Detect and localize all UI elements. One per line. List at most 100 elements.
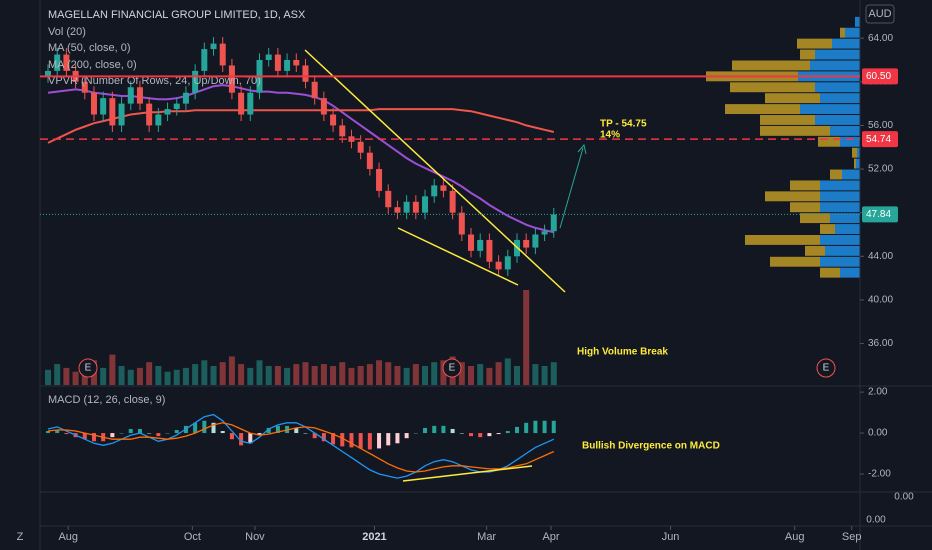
- candle-body: [127, 87, 134, 104]
- event-label[interactable]: E: [823, 363, 830, 374]
- chart-title: MAGELLAN FINANCIAL GROUP LIMITED, 1D, AS…: [48, 9, 306, 21]
- profile-down: [725, 104, 800, 115]
- profile-up: [857, 147, 860, 158]
- currency[interactable]: AUD: [868, 8, 891, 20]
- candle-body: [311, 81, 318, 99]
- volume-bar: [265, 366, 272, 385]
- toolbar-button[interactable]: Z: [17, 531, 24, 543]
- candle-body: [422, 196, 429, 213]
- macd-histogram: [487, 433, 492, 437]
- macd-histogram: [91, 433, 96, 442]
- candle-body: [403, 201, 410, 213]
- profile-up: [820, 93, 860, 104]
- profile-up: [840, 267, 860, 278]
- macd-histogram: [524, 422, 529, 434]
- x-tick-label: Nov: [245, 531, 265, 543]
- volume-bar: [63, 367, 70, 385]
- trendline: [402, 465, 533, 482]
- candle-body: [394, 207, 401, 213]
- signal-line: [47, 422, 555, 473]
- y-tick-label: 40.00: [868, 295, 893, 306]
- event-marker[interactable]: [78, 358, 98, 378]
- profile-down: [852, 147, 857, 158]
- candle-body: [219, 43, 226, 66]
- candle-body: [440, 185, 447, 191]
- candle-body: [468, 234, 475, 251]
- candle-body: [54, 54, 61, 71]
- price-label: 60.50: [866, 71, 891, 82]
- macd-histogram: [496, 433, 501, 435]
- event-label[interactable]: E: [85, 363, 92, 374]
- macd-histogram: [257, 433, 262, 436]
- price-label-box: [862, 206, 898, 223]
- candle-body: [274, 54, 281, 71]
- candle-body: [550, 214, 557, 232]
- profile-up: [815, 49, 860, 60]
- volume-bar: [440, 360, 447, 385]
- profile-up: [835, 224, 860, 234]
- macd-histogram: [377, 433, 382, 449]
- volume-bar: [366, 364, 373, 385]
- candle-body: [541, 231, 548, 235]
- profile-down: [730, 82, 815, 93]
- plot-layer: [45, 16, 860, 479]
- macd-histogram: [450, 428, 455, 434]
- volume-bar: [192, 364, 199, 385]
- y-tick-label: 56.00: [868, 120, 893, 131]
- volume-bar: [385, 362, 392, 385]
- event-marker[interactable]: [816, 358, 836, 378]
- volume-bar: [155, 366, 162, 385]
- volume-bar: [284, 367, 291, 385]
- volume-bar: [219, 362, 226, 385]
- annotation: 14%: [600, 130, 620, 141]
- volume-bar: [468, 366, 475, 385]
- macd-histogram: [542, 420, 547, 434]
- macd-histogram: [367, 433, 372, 450]
- volume-bar: [504, 358, 511, 385]
- profile-up: [830, 213, 860, 224]
- pane-tick-label: 0.00: [894, 492, 914, 503]
- profile-up: [820, 256, 860, 267]
- profile-down: [745, 234, 820, 245]
- profile-up: [855, 16, 860, 27]
- volume-bar: [302, 362, 309, 385]
- currency-box[interactable]: [865, 4, 895, 24]
- volume-bar: [348, 367, 355, 385]
- candle-body: [100, 98, 107, 115]
- indicator-label: MA (200, close, 0): [48, 59, 137, 71]
- macd-histogram: [193, 422, 198, 434]
- annotation: High Volume Break: [577, 347, 668, 358]
- indicator-label: VPVR (Number Of Rows, 24, Up/Down, 70): [48, 75, 261, 87]
- volume-bar: [339, 362, 346, 385]
- candle-body: [523, 239, 530, 248]
- pane-tick-label: 0.00: [866, 515, 886, 526]
- target-arrow: [559, 147, 584, 229]
- profile-down: [830, 169, 842, 180]
- candle-body: [532, 234, 539, 248]
- x-tick-label: Aug: [785, 531, 805, 543]
- event-label[interactable]: E: [449, 363, 456, 374]
- volume-bar: [293, 364, 300, 385]
- candle-body: [477, 239, 484, 251]
- macd-histogram: [165, 433, 170, 434]
- y-tick-label: 44.00: [868, 251, 893, 262]
- volume-bar: [513, 366, 520, 385]
- macd-histogram: [275, 425, 280, 434]
- profile-up: [800, 104, 860, 115]
- event-marker[interactable]: [442, 358, 462, 378]
- annotation: TP - 54.75: [600, 119, 647, 130]
- macd-histogram: [229, 433, 234, 440]
- macd-histogram: [533, 420, 538, 434]
- profile-down: [820, 224, 835, 234]
- macd-histogram: [55, 429, 60, 434]
- volume-bar: [311, 366, 318, 385]
- volume-bar: [72, 371, 79, 385]
- profile-down: [790, 202, 820, 213]
- candle-body: [486, 239, 493, 262]
- profile-up: [830, 125, 860, 136]
- profile-up: [820, 180, 860, 191]
- volume-bar: [228, 356, 235, 385]
- volume-bar: [127, 369, 134, 385]
